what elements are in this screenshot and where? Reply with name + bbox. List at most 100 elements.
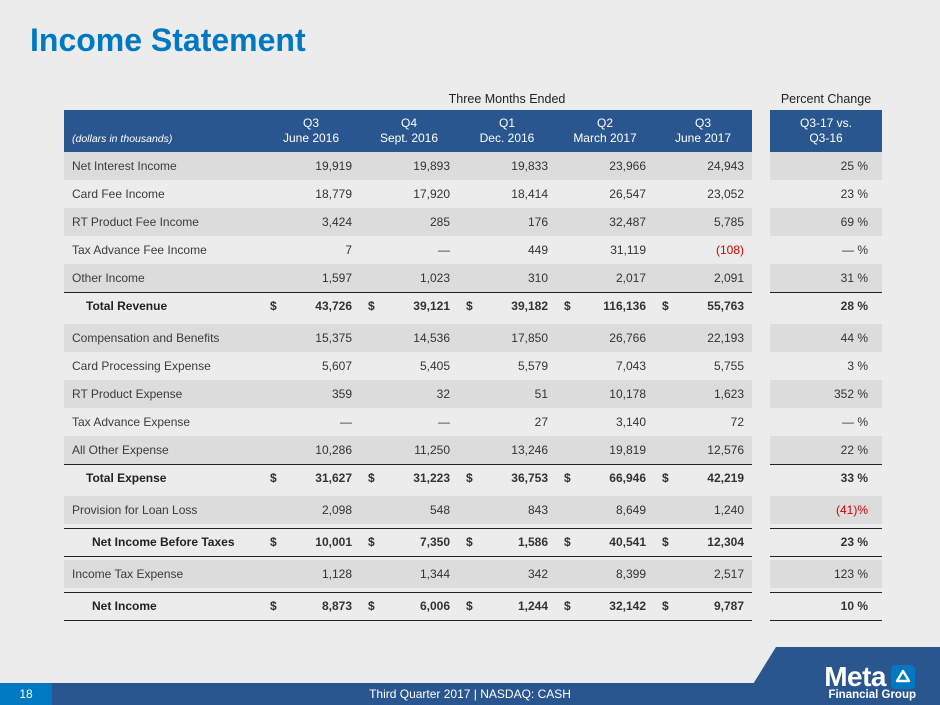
cell-value: 2,017: [556, 264, 654, 292]
row-label: Net Interest Income: [64, 152, 262, 180]
slide: Income Statement Three Months Ended Perc…: [0, 0, 940, 705]
table: (dollars in thousands) Q3June 2016 Q4Sep…: [64, 110, 882, 621]
table-row: Tax Advance Expense——273,14072— %: [64, 408, 882, 436]
cell-value: 2,517: [654, 560, 752, 588]
super-header-percent-change: Percent Change: [770, 92, 882, 110]
row-label: Other Income: [64, 264, 262, 292]
cell-value: 5,579: [458, 352, 556, 380]
cell-value: 5,755: [654, 352, 752, 380]
gap-cell: [752, 152, 770, 180]
super-header-three-months: Three Months Ended: [262, 92, 752, 110]
cell-pct-change: 23 %: [770, 528, 882, 556]
table-row: Net Interest Income19,91919,89319,83323,…: [64, 152, 882, 180]
cell-value: 19,919: [262, 152, 360, 180]
cell-value: 23,052: [654, 180, 752, 208]
cell-value: $7,350: [360, 528, 458, 556]
cell-value: 32: [360, 380, 458, 408]
cell-value: $43,726: [262, 292, 360, 320]
cell-value: 31,119: [556, 236, 654, 264]
cell-value: 24,943: [654, 152, 752, 180]
table-row: Total Revenue$43,726$39,121$39,182$116,1…: [64, 292, 882, 320]
cell-value: 19,819: [556, 436, 654, 464]
cell-value: $116,136: [556, 292, 654, 320]
cell-pct-change: — %: [770, 408, 882, 436]
cell-value: —: [262, 408, 360, 436]
header-q1-2016: Q1Dec. 2016: [458, 110, 556, 152]
table-row: Total Expense$31,627$31,223$36,753$66,94…: [64, 464, 882, 492]
company-logo: Meta Financial Group: [750, 647, 926, 701]
table-row: Other Income1,5971,0233102,0172,09131 %: [64, 264, 882, 292]
cell-value: 7,043: [556, 352, 654, 380]
cell-value: 10,178: [556, 380, 654, 408]
cell-value: 10,286: [262, 436, 360, 464]
cell-value: 17,920: [360, 180, 458, 208]
cell-value: 32,487: [556, 208, 654, 236]
row-label: RT Product Fee Income: [64, 208, 262, 236]
gap-cell: [752, 592, 770, 620]
cell-value: $39,121: [360, 292, 458, 320]
table-header: (dollars in thousands) Q3June 2016 Q4Sep…: [64, 110, 882, 152]
row-label: Provision for Loan Loss: [64, 496, 262, 524]
cell-value: 1,623: [654, 380, 752, 408]
row-label: All Other Expense: [64, 436, 262, 464]
cell-value: 1,023: [360, 264, 458, 292]
cell-value: 310: [458, 264, 556, 292]
row-label: Total Revenue: [64, 292, 262, 320]
cell-value: $6,006: [360, 592, 458, 620]
gap-cell: [752, 380, 770, 408]
row-label: Net Income: [64, 592, 262, 620]
cell-value: 176: [458, 208, 556, 236]
cell-pct-change: 69 %: [770, 208, 882, 236]
cell-value: $10,001: [262, 528, 360, 556]
table-row: Card Processing Expense5,6075,4055,5797,…: [64, 352, 882, 380]
cell-value: 548: [360, 496, 458, 524]
gap-cell: [752, 496, 770, 524]
row-label: Total Expense: [64, 464, 262, 492]
gap-cell: [752, 464, 770, 492]
cell-value: 359: [262, 380, 360, 408]
footer: Third Quarter 2017 | NASDAQ: CASH 18 Met…: [0, 661, 940, 705]
cell-pct-change: 123 %: [770, 560, 882, 588]
cell-pct-change: 33 %: [770, 464, 882, 492]
cell-value: 1,240: [654, 496, 752, 524]
gap-cell: [752, 236, 770, 264]
cell-value: $1,244: [458, 592, 556, 620]
gap-cell: [752, 264, 770, 292]
cell-value: 18,414: [458, 180, 556, 208]
cell-pct-change: 352 %: [770, 380, 882, 408]
table-row: Tax Advance Fee Income7—44931,119(108)— …: [64, 236, 882, 264]
header-caption: (dollars in thousands): [64, 110, 262, 152]
cell-value: $12,304: [654, 528, 752, 556]
row-label: Tax Advance Expense: [64, 408, 262, 436]
cell-pct-change: 28 %: [770, 292, 882, 320]
cell-value: 14,536: [360, 324, 458, 352]
cell-value: 13,246: [458, 436, 556, 464]
gap-cell: [752, 436, 770, 464]
cell-value: 1,128: [262, 560, 360, 588]
gap-cell: [752, 352, 770, 380]
row-label: Card Processing Expense: [64, 352, 262, 380]
table-row: RT Product Fee Income3,42428517632,4875,…: [64, 208, 882, 236]
gap-cell: [752, 560, 770, 588]
cell-value: 1,344: [360, 560, 458, 588]
cell-value: 3,140: [556, 408, 654, 436]
table-row: Net Income Before Taxes$10,001$7,350$1,5…: [64, 528, 882, 556]
gap-cell: [752, 324, 770, 352]
header-q2-2017: Q2March 2017: [556, 110, 654, 152]
cell-value: 72: [654, 408, 752, 436]
cell-pct-change: 22 %: [770, 436, 882, 464]
cell-value: 19,833: [458, 152, 556, 180]
cell-value: (108): [654, 236, 752, 264]
gap-cell: [752, 408, 770, 436]
table-row: Card Fee Income18,77917,92018,41426,5472…: [64, 180, 882, 208]
cell-value: $8,873: [262, 592, 360, 620]
cell-value: $31,627: [262, 464, 360, 492]
header-q3-2017: Q3June 2017: [654, 110, 752, 152]
row-label: RT Product Expense: [64, 380, 262, 408]
cell-pct-change: 23 %: [770, 180, 882, 208]
cell-value: 449: [458, 236, 556, 264]
logo-icon: [890, 664, 916, 690]
logo-subtext: Financial Group: [814, 689, 926, 701]
cell-value: —: [360, 408, 458, 436]
cell-value: 843: [458, 496, 556, 524]
